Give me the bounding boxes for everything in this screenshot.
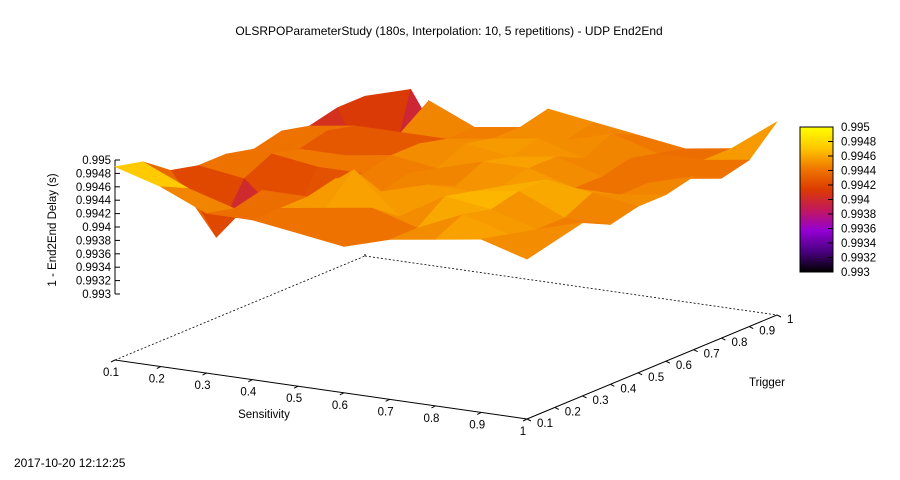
y-tick	[776, 314, 782, 318]
y-tick-label: 0.4	[620, 383, 637, 395]
surface-mesh	[113, 88, 778, 260]
x-tick	[156, 366, 162, 370]
y-axis-label: Trigger	[749, 377, 785, 389]
colorbar: 0.995 0.9948 0.9946 0.9944 0.9942 0.994 0.9938…	[799, 122, 877, 279]
z-tick-label: 0.9934	[76, 262, 112, 274]
x-tick	[110, 359, 116, 363]
y-tick	[582, 395, 587, 399]
z-tick-label: 0.9938	[76, 235, 111, 247]
y-tick-label: 0.9	[759, 326, 775, 338]
floor-back-edge-y	[364, 255, 778, 316]
x-tick-label: 0.3	[195, 380, 211, 392]
y-tick-label: 0.6	[676, 360, 692, 372]
x-tick	[202, 372, 207, 376]
z-tick-label: 0.9942	[76, 209, 111, 221]
y-tick	[721, 337, 726, 341]
z-tick-label: 0.9948	[76, 168, 111, 180]
y-tick-label: 0.5	[648, 372, 664, 384]
y-tick	[554, 406, 560, 410]
colorbar-tick-label: 0.993	[841, 267, 870, 279]
y-tick	[526, 418, 532, 422]
axes-frame	[114, 160, 778, 420]
x-tick-label: 0.7	[378, 406, 394, 418]
z-tick-label: 0.9944	[76, 195, 112, 207]
z-tick-label: 0.995	[82, 155, 111, 167]
x-tick-label: 0.4	[240, 387, 257, 399]
timestamp: 2017-10-20 12:12:25	[14, 456, 126, 470]
x-tick	[476, 411, 482, 415]
x-tick	[431, 405, 436, 409]
y-tick-label: 0.2	[565, 406, 581, 418]
chart-title: OLSRPOParameterStudy (180s, Interpolatio…	[235, 24, 662, 38]
y-tick	[748, 326, 754, 330]
x-axis-line	[114, 359, 528, 420]
colorbar-tick-label: 0.9932	[841, 253, 876, 265]
colorbar-tick-label: 0.9946	[841, 151, 876, 163]
colorbar-tick-label: 0.9944	[841, 166, 877, 178]
x-tick	[385, 398, 390, 402]
axes-ticks: 0.1 0.2 0.3 0.4 0.5 0.6 0.7 0.8 0.9 1 0.1 0.2 0.3 0.4…	[76, 155, 794, 438]
x-tick	[522, 418, 528, 422]
z-tick-label: 0.9932	[76, 276, 111, 288]
colorbar-tick-label: 0.9948	[841, 137, 876, 149]
y-axis-line	[526, 314, 778, 420]
x-tick-label: 0.1	[103, 367, 119, 379]
z-tick-label: 0.993	[82, 289, 111, 301]
floor-back-edge-x	[114, 255, 366, 361]
x-tick-label: 0.9	[469, 419, 485, 431]
y-tick-label: 1	[787, 314, 793, 326]
x-tick	[293, 385, 299, 389]
y-tick-label: 0.1	[537, 418, 553, 430]
x-tick-label: 0.6	[332, 400, 348, 412]
x-axis-label: Sensitivity	[238, 409, 290, 421]
colorbar-tick-label: 0.9942	[841, 180, 876, 192]
z-axis-label: 1 - End2End Delay (s)	[47, 173, 59, 286]
y-tick	[693, 349, 698, 353]
colorbar-tick-label: 0.994	[841, 195, 870, 207]
x-tick-label: 0.5	[286, 393, 302, 405]
x-tick-label: 0.2	[149, 374, 165, 386]
y-tick	[637, 372, 643, 376]
y-tick	[610, 383, 615, 387]
y-tick-label: 0.7	[704, 349, 720, 361]
y-tick	[665, 360, 671, 364]
z-tick-label: 0.994	[82, 222, 111, 234]
y-tick-label: 0.3	[593, 395, 609, 407]
y-tick-label: 0.8	[731, 337, 747, 349]
x-tick	[248, 379, 253, 383]
surface-cell	[480, 234, 556, 260]
colorbar-tick-label: 0.9934	[841, 238, 877, 250]
z-tick-label: 0.9946	[76, 182, 111, 194]
colorbar-tick-label: 0.9936	[841, 224, 876, 236]
x-tick	[339, 392, 345, 396]
x-tick-label: 0.8	[423, 413, 439, 425]
colorbar-tick-label: 0.9938	[841, 209, 876, 221]
colorbar-tick-label: 0.995	[841, 122, 870, 134]
z-tick-label: 0.9936	[76, 249, 111, 261]
x-tick-label: 1	[520, 426, 526, 438]
